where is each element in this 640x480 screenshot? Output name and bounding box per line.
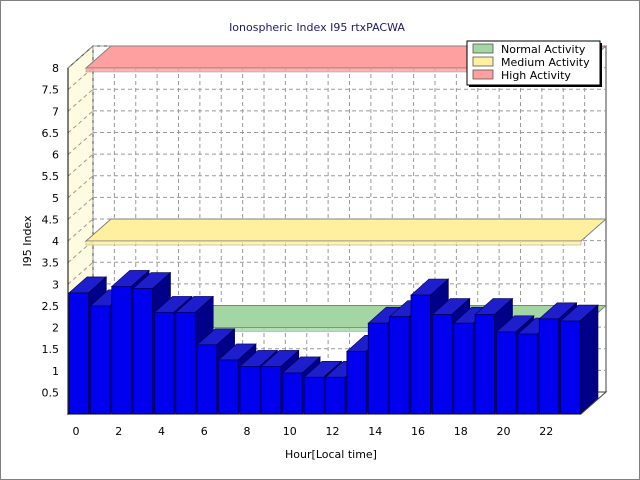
x-tick-label: 4	[158, 425, 165, 438]
bar-front	[325, 376, 346, 415]
bar	[559, 304, 599, 415]
y-tick-label: 6	[52, 149, 59, 162]
bar-front	[346, 350, 367, 415]
bar-front	[560, 320, 581, 415]
y-tick-label: 8	[52, 62, 59, 75]
bar-front	[175, 311, 196, 415]
bar-front	[389, 316, 410, 415]
legend-swatch	[472, 43, 494, 54]
gridline-side	[67, 67, 94, 91]
x-tick-label: 22	[539, 425, 553, 438]
bar-front	[367, 322, 389, 415]
band-medium-activity	[84, 218, 608, 242]
bar-front	[154, 311, 175, 415]
y-tick-label: 2	[52, 322, 59, 335]
x-tick-label: 18	[454, 425, 468, 438]
legend-swatch	[472, 69, 494, 80]
x-axis-label: Hour[Local time]	[285, 448, 377, 461]
x-tick-label: 10	[283, 425, 297, 438]
y-tick-label: 4	[52, 235, 59, 248]
gridline-side	[67, 45, 94, 69]
bar-front	[410, 294, 431, 415]
legend-label: High Activity	[501, 69, 571, 82]
legend-label: Medium Activity	[501, 56, 590, 69]
gridline-side	[67, 240, 94, 264]
bar-front	[538, 318, 560, 415]
y-axis-label: I95 Index	[21, 215, 34, 267]
chart-title: Ionospheric Index I95 rtxPACWA	[229, 21, 405, 34]
gridline-side	[67, 110, 94, 134]
bar-front	[496, 331, 517, 415]
y-tick-label: 7.5	[42, 84, 60, 97]
y-tick-label: 7	[52, 105, 59, 118]
y-tick-label: 4.5	[42, 213, 60, 226]
bar-front	[303, 376, 324, 415]
x-tick-label: 8	[244, 425, 251, 438]
bar-side	[579, 304, 599, 415]
bar-front	[218, 359, 239, 415]
band-edge	[85, 240, 582, 246]
y-tick-label: 1.5	[42, 343, 60, 356]
bar-front	[89, 305, 111, 415]
gridline-side	[67, 218, 94, 242]
gridline-side	[67, 196, 94, 220]
bar-front	[282, 372, 303, 415]
bar-front	[132, 288, 153, 415]
bar-front	[431, 314, 453, 415]
gridline-side	[67, 261, 94, 285]
x-tick-label: 12	[326, 425, 340, 438]
bar-front	[260, 366, 282, 415]
x-tick-label: 0	[73, 425, 80, 438]
gridline-side	[67, 88, 94, 112]
x-tick-label: 20	[497, 425, 511, 438]
y-tick-label: 6.5	[42, 127, 60, 140]
y-tick-label: 0.5	[42, 386, 60, 399]
y-tick-label: 3	[52, 278, 59, 291]
bar-front	[196, 344, 218, 415]
x-tick-label: 14	[368, 425, 382, 438]
x-tick-label: 6	[201, 425, 208, 438]
bar-front	[239, 366, 260, 415]
bar-front	[517, 333, 538, 415]
x-tick-label: 2	[115, 425, 122, 438]
bar-front	[68, 292, 89, 415]
gridline-side	[67, 153, 94, 177]
legend-swatch	[472, 56, 494, 67]
gridline-side	[67, 132, 94, 155]
y-tick-label: 2.5	[42, 300, 60, 313]
x-tick-label: 16	[411, 425, 425, 438]
gridline-side	[67, 175, 94, 199]
y-tick-label: 5	[52, 192, 59, 205]
bar-front	[474, 314, 495, 415]
bar-front	[453, 322, 474, 415]
legend-label: Normal Activity	[501, 43, 586, 56]
y-tick-label: 1	[52, 365, 59, 378]
y-tick-label: 5.5	[42, 170, 60, 183]
bar-front	[111, 286, 132, 415]
y-tick-label: 3.5	[42, 257, 60, 270]
